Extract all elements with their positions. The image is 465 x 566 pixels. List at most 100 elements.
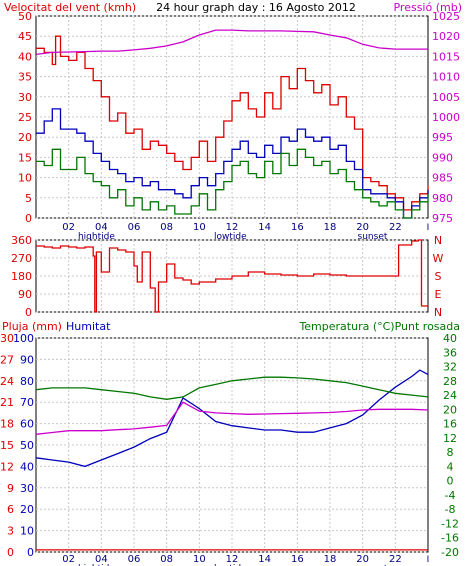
- temperature-tick-label: 24: [443, 389, 457, 402]
- bottom-x-tick-label: 02: [62, 554, 75, 565]
- wind-x-tick-label: 20: [356, 222, 369, 233]
- temperature-axis-title: Temperatura (°C)Punt rosada: [298, 320, 460, 333]
- humidity-tick-label: 0: [27, 546, 34, 559]
- temperature-tick-label: 36: [443, 346, 457, 359]
- direction-tick-label: 360: [11, 234, 32, 247]
- bottom-x-tick-label: 12: [226, 554, 239, 565]
- compass-label: W: [433, 252, 444, 265]
- humidity-tick-label: 30: [20, 482, 34, 495]
- temperature-tick-label: -20: [441, 546, 459, 559]
- humidity-tick-label: 90: [20, 353, 34, 366]
- temperature-tick-label: -4: [445, 489, 456, 502]
- wind-x-tick-label: 16: [291, 222, 304, 233]
- humidity-tick-label: 80: [20, 375, 34, 388]
- series-direction: [36, 239, 428, 313]
- pressure-tick-label: 1020: [432, 30, 460, 43]
- bottom-x-tick-label: 08: [160, 554, 173, 565]
- rain-tick-label: 6: [7, 503, 14, 516]
- wind-x-marker-label: sunset: [358, 232, 388, 242]
- temperature-tick-label: 16: [443, 418, 457, 431]
- bottom-x-marker-label: hightide: [78, 564, 115, 566]
- humidity-tick-label: 20: [20, 503, 34, 516]
- wind-x-tick-label: 14: [258, 222, 271, 233]
- rain-tick-label: 27: [0, 353, 14, 366]
- temperature-tick-label: -12: [441, 517, 459, 530]
- bottom-x-end-mark: I: [427, 555, 430, 565]
- wind-axis-title: Velocitat del vent (kmh): [4, 1, 136, 14]
- temperature-tick-label: 40: [443, 332, 457, 345]
- bottom-x-tick-label: 18: [324, 554, 337, 565]
- bottom-x-marker-label: lowtide: [214, 564, 247, 566]
- direction-tick-label: 270: [11, 252, 32, 265]
- wind-tick-label: 5: [25, 192, 32, 205]
- compass-label: N: [434, 234, 442, 247]
- chart-layer: 0510152025303540455097598098599099510001…: [0, 10, 460, 566]
- temperature-tick-label: 20: [443, 403, 457, 416]
- bottom-x-tick-label: 10: [193, 554, 206, 565]
- wind-tick-label: 30: [18, 91, 32, 104]
- temperature-tick-label: -16: [441, 532, 459, 545]
- wind-x-tick-label: 18: [324, 222, 337, 233]
- pressure-tick-label: 985: [432, 172, 453, 185]
- wind-x-tick-label: 02: [62, 222, 75, 233]
- rain-tick-label: 0: [7, 546, 14, 559]
- wind-tick-label: 25: [18, 111, 32, 124]
- series-temperature: [35, 376, 429, 400]
- wind-x-tick-label: 10: [193, 222, 206, 233]
- humidity-tick-label: 70: [20, 396, 34, 409]
- temperature-tick-label: 4: [447, 460, 454, 473]
- series-speed: [36, 108, 429, 219]
- compass-label: S: [435, 270, 442, 283]
- temperature-tick-label: 0: [447, 475, 454, 488]
- series-gust: [36, 35, 429, 211]
- wind-x-marker-label: hightide: [78, 232, 115, 242]
- pressure-tick-label: 980: [432, 192, 453, 205]
- wind-x-tick-label: 08: [160, 222, 173, 233]
- rain-axis-title: Pluja (mm): [2, 320, 62, 333]
- direction-tick-label: 0: [25, 306, 32, 319]
- wind-tick-label: 15: [18, 151, 32, 164]
- pressure-axis-title: Pressió (mb): [393, 1, 462, 14]
- wind-x-tick-label: 12: [226, 222, 239, 233]
- compass-label: N: [434, 306, 442, 319]
- humidity-tick-label: 60: [20, 418, 34, 431]
- temperature-tick-label: 32: [443, 361, 457, 374]
- direction-tick-label: 180: [11, 270, 32, 283]
- temperature-tick-label: 8: [447, 446, 454, 459]
- chart-title: 24 hour graph day : 16 Agosto 2012: [156, 1, 356, 14]
- wind-tick-label: 35: [18, 71, 32, 84]
- rain-tick-label: 15: [0, 439, 14, 452]
- rain-tick-label: 9: [7, 482, 14, 495]
- compass-label: E: [435, 288, 442, 301]
- series-pressure: [35, 29, 428, 56]
- humidity-tick-label: 50: [20, 439, 34, 452]
- series-humidity: [35, 369, 429, 468]
- series-average: [36, 148, 429, 219]
- direction-tick-label: 90: [18, 288, 32, 301]
- humidity-tick-label: 10: [20, 525, 34, 538]
- series-dew-point: [35, 401, 429, 435]
- wind-x-tick-label: 22: [389, 222, 402, 233]
- wind-tick-label: 45: [18, 30, 32, 43]
- pressure-tick-label: 995: [432, 131, 453, 144]
- rain-tick-label: 18: [0, 418, 14, 431]
- wind-tick-label: 10: [18, 172, 32, 185]
- wind-tick-label: 50: [18, 10, 32, 23]
- rain-tick-label: 30: [0, 332, 14, 345]
- temperature-tick-label: -8: [445, 503, 456, 516]
- pressure-tick-label: 1000: [432, 111, 460, 124]
- bottom-x-marker-label: sunset: [358, 564, 388, 566]
- bottom-x-tick-label: 06: [128, 554, 141, 565]
- wind-tick-label: 0: [25, 212, 32, 225]
- humidity-tick-label: 40: [20, 460, 34, 473]
- pressure-tick-label: 1025: [432, 10, 460, 23]
- wind-tick-label: 40: [18, 50, 32, 63]
- temperature-tick-label: 28: [443, 375, 457, 388]
- wind-x-tick-label: 06: [128, 222, 141, 233]
- pressure-tick-label: 1015: [432, 50, 460, 63]
- rain-tick-label: 21: [0, 396, 14, 409]
- humidity-axis-title: Humitat: [66, 320, 111, 333]
- rain-tick-label: 24: [0, 375, 14, 388]
- wind-x-end-mark: I: [427, 223, 430, 233]
